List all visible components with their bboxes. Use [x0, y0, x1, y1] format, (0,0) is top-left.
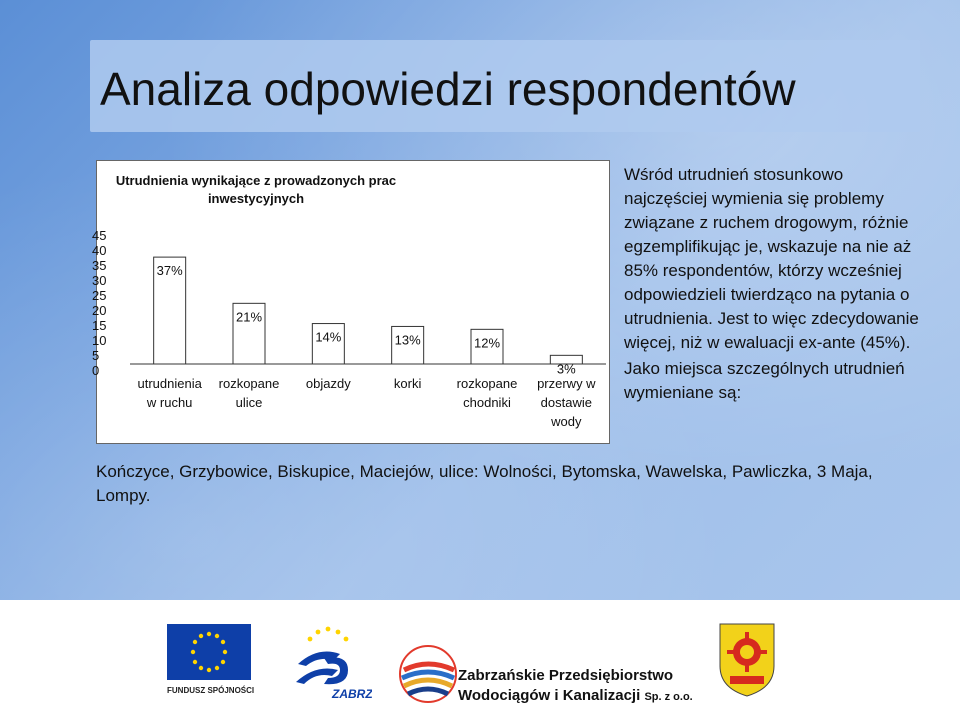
data-label: 14%	[315, 330, 341, 345]
category-label: korki	[368, 374, 448, 393]
category-label-line: korki	[393, 376, 422, 391]
company-line-2: Wodociągów i Kanalizacji Sp. z o.o.	[458, 687, 693, 704]
data-label: 13%	[395, 332, 421, 347]
eu-flag-icon	[167, 624, 251, 680]
category-label-line: chodniki	[463, 395, 511, 410]
category-label: przerwy w dostawie wody	[526, 374, 606, 431]
category-label-line: dostawie	[540, 395, 592, 410]
company-suffix: Sp. z o.o.	[644, 691, 693, 703]
y-tick-label: 35	[92, 258, 107, 273]
data-label: 21%	[236, 309, 262, 324]
y-tick-label: 40	[92, 243, 107, 258]
eu-caption: FUNDUSZ SPÓJNOŚCI	[167, 686, 255, 695]
y-tick-label: 10	[92, 333, 107, 348]
slide-title: Analiza odpowiedzi respondentów	[100, 63, 796, 115]
category-label-line: utrudnienia	[137, 376, 202, 391]
locations-text: Kończyce, Grzybowice, Biskupice, Maciejó…	[96, 462, 873, 505]
category-label-line: wody	[551, 414, 582, 429]
bar	[549, 354, 583, 365]
title-band	[90, 40, 920, 132]
bar	[153, 256, 187, 365]
fs-label: ZABRZE	[331, 687, 372, 701]
bar	[311, 323, 345, 365]
y-tick-label: 0	[92, 363, 100, 378]
category-label: objazdy	[288, 374, 368, 393]
right-text-block: Wśród utrudnień stosunkowo najczęściej w…	[624, 163, 924, 405]
data-label: 3%	[557, 361, 576, 376]
company-line-1: Zabrzańskie Przedsiębiorstwo	[458, 667, 674, 684]
right-paragraph-1: Wśród utrudnień stosunkowo najczęściej w…	[624, 165, 919, 352]
category-label-line: w ruchu	[146, 395, 193, 410]
bar	[470, 328, 504, 365]
right-paragraph-2: Jako miejsca szczególnych utrudnień wymi…	[624, 359, 905, 402]
y-tick-label: 5	[92, 348, 100, 363]
y-tick-label: 20	[92, 303, 107, 318]
company-logo: Zabrzańskie Przedsiębiorstwo Wodociągów …	[392, 640, 712, 704]
y-tick-label: 25	[92, 288, 107, 303]
chart-title-line-1: Utrudnienia wynikające z prowadzonych pr…	[115, 173, 397, 188]
chart-title: Utrudnienia wynikające z prowadzonych pr…	[96, 172, 416, 208]
category-label-line: rozkopane	[456, 376, 518, 391]
y-tick-label: 15	[92, 318, 107, 333]
category-label-line: rozkopane	[218, 376, 280, 391]
chart-title-line-2: inwestycyjnych	[207, 191, 305, 206]
eu-logo: FUNDUSZ SPÓJNOŚCI	[167, 624, 255, 698]
zabrze-crest-icon	[718, 622, 776, 698]
bar	[391, 325, 425, 365]
y-tick-label: 30	[92, 273, 107, 288]
y-axis-labels: 45 40 35 30 25 20 15 10 5 0	[92, 228, 124, 378]
fs-zabrze-logo: ZABRZE	[288, 624, 382, 704]
y-tick-label: 45	[92, 228, 107, 243]
category-label: rozkopane ulice	[209, 374, 289, 412]
category-label-line: ulice	[235, 395, 263, 410]
category-label: rozkopane chodniki	[447, 374, 527, 412]
category-label: utrudnienia w ruchu	[130, 374, 210, 412]
company-name: Zabrzańskie Przedsiębiorstwo Wodociągów …	[458, 666, 718, 707]
category-label-line: przerwy w	[537, 376, 596, 391]
bar	[232, 302, 266, 365]
data-label: 37%	[157, 263, 183, 278]
water-waves-icon	[399, 645, 457, 703]
category-label-line: objazdy	[305, 376, 351, 391]
data-label: 12%	[474, 335, 500, 350]
